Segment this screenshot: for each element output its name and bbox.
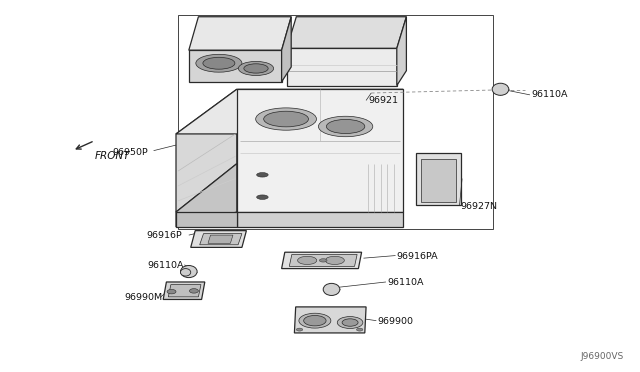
Ellipse shape (304, 315, 326, 326)
Ellipse shape (189, 289, 198, 293)
Polygon shape (289, 254, 357, 266)
Ellipse shape (299, 313, 331, 328)
Text: 969900: 969900 (378, 317, 413, 326)
Text: 96110A: 96110A (387, 278, 424, 287)
Polygon shape (200, 234, 242, 245)
Ellipse shape (356, 328, 363, 331)
Polygon shape (416, 153, 461, 205)
Ellipse shape (257, 195, 268, 199)
Text: 96950P: 96950P (112, 148, 148, 157)
Polygon shape (397, 17, 406, 86)
Ellipse shape (180, 269, 191, 276)
Text: FRONT: FRONT (95, 151, 130, 161)
Ellipse shape (264, 111, 308, 127)
Polygon shape (237, 89, 403, 212)
Ellipse shape (296, 328, 303, 331)
Polygon shape (237, 212, 403, 227)
Ellipse shape (326, 119, 365, 134)
Ellipse shape (203, 57, 235, 69)
Text: 96110A: 96110A (147, 262, 184, 270)
Ellipse shape (342, 319, 358, 326)
Polygon shape (176, 89, 237, 212)
Polygon shape (189, 17, 291, 50)
Polygon shape (282, 17, 291, 82)
Polygon shape (287, 48, 397, 86)
Ellipse shape (298, 256, 317, 264)
Ellipse shape (239, 61, 274, 76)
Ellipse shape (319, 116, 372, 137)
Text: 96927N: 96927N (461, 202, 498, 211)
Polygon shape (176, 89, 403, 134)
Ellipse shape (337, 317, 363, 328)
Ellipse shape (492, 83, 509, 95)
Text: J96900VS: J96900VS (580, 352, 624, 361)
Text: 96916P: 96916P (146, 231, 182, 240)
Text: 96921: 96921 (368, 96, 398, 105)
Text: 96110A: 96110A (531, 90, 568, 99)
Polygon shape (176, 212, 237, 227)
Ellipse shape (319, 259, 327, 262)
Polygon shape (189, 50, 282, 82)
Ellipse shape (244, 64, 268, 73)
Text: 96965N: 96965N (291, 38, 328, 47)
Polygon shape (294, 307, 366, 333)
Ellipse shape (196, 54, 242, 72)
Polygon shape (282, 252, 362, 269)
Polygon shape (287, 17, 406, 48)
Ellipse shape (167, 289, 176, 294)
Ellipse shape (180, 266, 197, 278)
Text: 96916PA: 96916PA (397, 252, 438, 261)
Polygon shape (163, 282, 205, 299)
Text: 96990M: 96990M (125, 293, 163, 302)
Polygon shape (191, 231, 246, 247)
Polygon shape (421, 159, 456, 202)
Ellipse shape (255, 108, 316, 130)
Polygon shape (176, 164, 237, 227)
Polygon shape (208, 235, 233, 243)
Polygon shape (168, 285, 201, 297)
Ellipse shape (323, 283, 340, 295)
Ellipse shape (325, 256, 344, 264)
Ellipse shape (257, 173, 268, 177)
